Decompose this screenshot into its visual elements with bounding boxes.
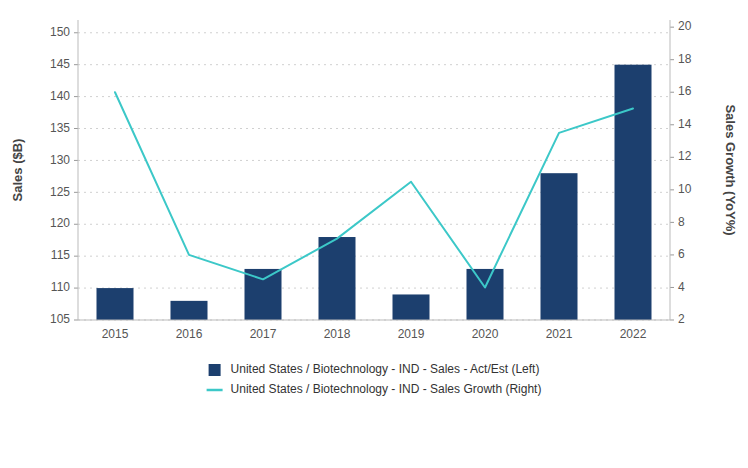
y-tick xyxy=(74,160,78,161)
y2-tick xyxy=(670,254,674,255)
legend-label: United States / Biotechnology - IND - Sa… xyxy=(231,382,542,396)
chart: 105 110 115 120 125 130 135 140 145 150 2 4 6 8 10 12 14… xyxy=(0,0,748,468)
grid-line xyxy=(78,160,670,161)
grid-line xyxy=(78,256,670,257)
y2-tick xyxy=(670,222,674,223)
y2-axis-title: Sales Growth (YoY%) xyxy=(723,104,738,235)
y-tick-label: 125 xyxy=(50,185,70,199)
y-tick xyxy=(74,256,78,257)
x-tick-label: 2018 xyxy=(324,327,351,341)
y-tick xyxy=(74,64,78,65)
line xyxy=(115,92,633,287)
x-tick-label: 2020 xyxy=(472,327,499,341)
y-tick-label: 110 xyxy=(51,280,70,294)
y2-tick xyxy=(670,157,674,158)
y2-tick-label: 12 xyxy=(678,149,692,163)
grid-line xyxy=(78,128,670,129)
bar xyxy=(245,269,282,320)
y-tick-label: 145 xyxy=(50,57,70,71)
y2-tick xyxy=(670,59,674,60)
bar xyxy=(171,301,208,320)
y2-tick-label: 2 xyxy=(678,312,685,326)
y-tick xyxy=(74,32,78,33)
bar xyxy=(467,269,504,320)
grid-line xyxy=(78,320,670,321)
y-tick-label: 120 xyxy=(50,216,70,230)
y2-tick xyxy=(670,124,674,125)
x-tick-label: 2015 xyxy=(102,327,129,341)
y2-tick-label: 14 xyxy=(678,117,692,131)
y-tick xyxy=(74,96,78,97)
y-tick-label: 115 xyxy=(51,248,70,262)
legend-swatch xyxy=(207,389,223,392)
x-tick-label: 2019 xyxy=(398,327,425,341)
axes: 105 110 115 120 125 130 135 140 145 150 2 4 6 8 10 12 14… xyxy=(50,19,692,341)
bar xyxy=(615,65,652,320)
y2-tick xyxy=(670,27,674,28)
y2-tick-label: 16 xyxy=(678,84,692,98)
legend: United States / Biotechnology - IND - Sa… xyxy=(207,362,542,396)
bar xyxy=(541,173,578,320)
grid-line xyxy=(78,288,670,289)
y2-tick-label: 18 xyxy=(678,52,692,66)
y-tick-label: 135 xyxy=(50,121,70,135)
y2-tick-label: 20 xyxy=(678,19,692,33)
y2-tick-label: 6 xyxy=(678,247,685,261)
y-tick-label: 150 xyxy=(50,25,70,39)
y-axis-title: Sales ($B) xyxy=(10,139,25,202)
plot-area xyxy=(97,65,652,320)
x-tick-label: 2021 xyxy=(546,327,573,341)
y-axis-line xyxy=(78,20,79,320)
y2-tick-label: 4 xyxy=(678,280,685,294)
y2-tick-label: 10 xyxy=(678,182,692,196)
legend-swatch xyxy=(209,364,221,376)
y2-axis-line xyxy=(670,20,671,320)
x-tick-label: 2016 xyxy=(176,327,203,341)
y-tick-label: 105 xyxy=(50,312,70,326)
y2-tick xyxy=(670,287,674,288)
grid-line xyxy=(78,64,670,65)
x-tick-label: 2022 xyxy=(620,327,647,341)
grid-line xyxy=(78,32,670,33)
grid xyxy=(78,33,670,320)
y2-tick xyxy=(670,320,674,321)
x-axis-line xyxy=(78,320,670,321)
bar xyxy=(97,288,134,320)
legend-item: United States / Biotechnology - IND - Sa… xyxy=(209,362,540,376)
y2-tick xyxy=(670,189,674,190)
legend-label: United States / Biotechnology - IND - Sa… xyxy=(231,362,540,376)
grid-line xyxy=(78,192,670,193)
y-tick xyxy=(74,288,78,289)
y-tick-label: 130 xyxy=(50,153,70,167)
bar xyxy=(393,294,430,320)
y-tick-label: 140 xyxy=(50,89,70,103)
x-tick-label: 2017 xyxy=(250,327,277,341)
legend-item: United States / Biotechnology - IND - Sa… xyxy=(207,382,542,396)
y-tick xyxy=(74,320,78,321)
bar xyxy=(319,237,356,320)
grid-line xyxy=(78,96,670,97)
y-tick xyxy=(74,224,78,225)
y2-tick-label: 8 xyxy=(678,215,685,229)
y2-tick xyxy=(670,92,674,93)
grid-line xyxy=(78,224,670,225)
y-tick xyxy=(74,192,78,193)
y-tick xyxy=(74,128,78,129)
